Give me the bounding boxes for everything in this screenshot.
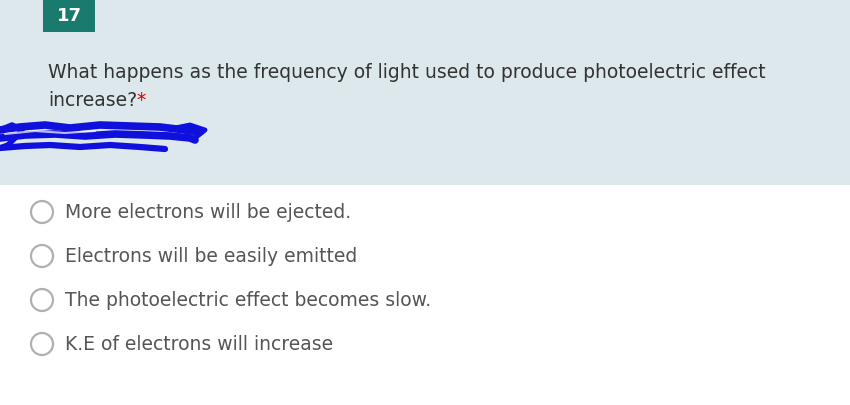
Text: The photoelectric effect becomes slow.: The photoelectric effect becomes slow. — [65, 290, 431, 309]
FancyBboxPatch shape — [43, 0, 95, 32]
Text: Electrons will be easily emitted: Electrons will be easily emitted — [65, 247, 357, 266]
Text: increase?: increase? — [48, 92, 137, 111]
Text: *: * — [131, 92, 146, 111]
Text: More electrons will be ejected.: More electrons will be ejected. — [65, 202, 351, 222]
Text: What happens as the frequency of light used to produce photoelectric effect: What happens as the frequency of light u… — [48, 62, 766, 81]
Text: K.E of electrons will increase: K.E of electrons will increase — [65, 335, 333, 354]
Text: 17: 17 — [56, 7, 82, 25]
FancyBboxPatch shape — [0, 185, 850, 405]
FancyBboxPatch shape — [0, 0, 850, 185]
